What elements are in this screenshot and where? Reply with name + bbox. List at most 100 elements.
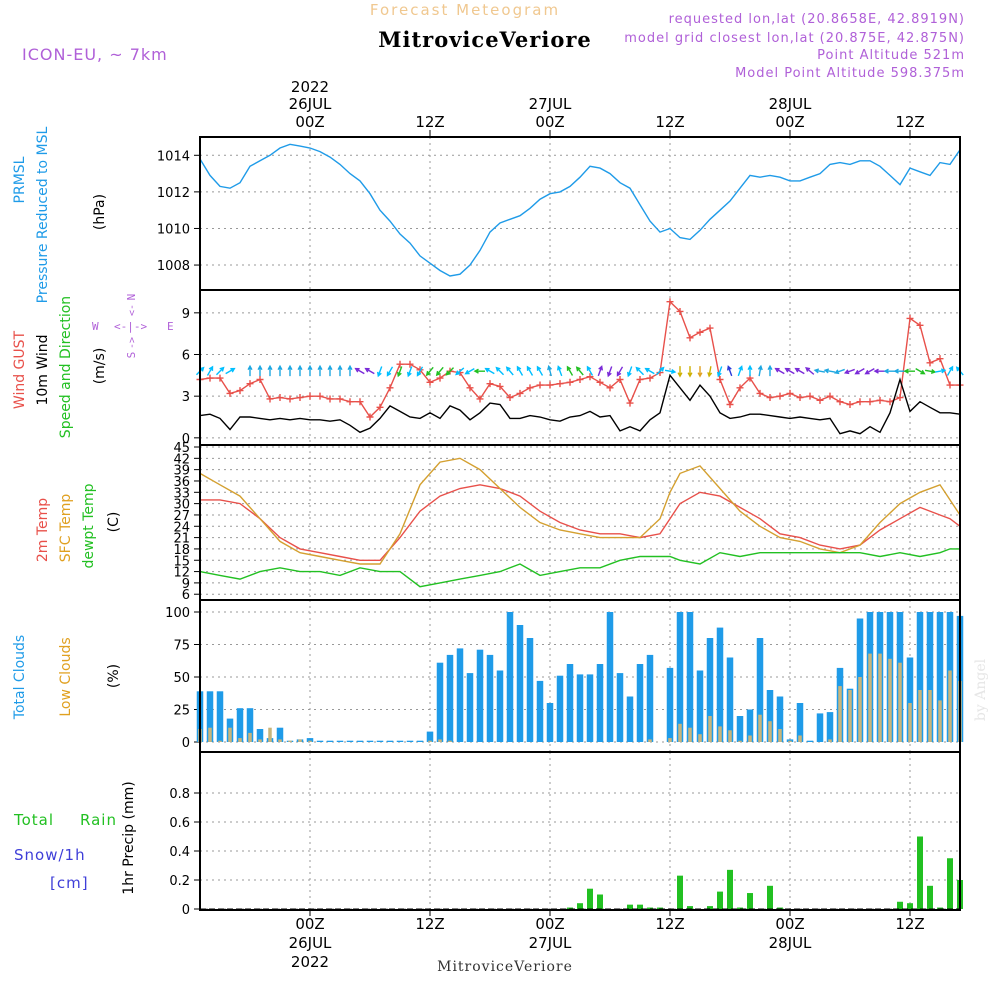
wind-arrow (287, 364, 293, 377)
wind-gust-marker (896, 394, 904, 402)
clouds-bar (738, 740, 742, 742)
wind-gust-marker (276, 394, 284, 402)
temperature-series-line (199, 548, 960, 588)
wind-labels: Wind GUST 10m Wind Speed and Direction (… (12, 294, 174, 439)
temperature-ytick-label: 6 (182, 588, 190, 603)
wind-gust-marker (326, 395, 334, 403)
wind-gust-marker (386, 384, 394, 392)
precip-bar (937, 907, 943, 909)
compass-north: N (125, 294, 138, 301)
temperature-series-line (199, 457, 961, 565)
clouds-bar (566, 664, 574, 742)
clouds-bar (936, 612, 944, 742)
clouds-bar (268, 727, 272, 742)
wind-arrow (354, 367, 365, 375)
wind-gust-marker (516, 389, 524, 397)
clouds-bar (246, 708, 254, 742)
wind-gust-marker (926, 359, 934, 367)
clouds-bar (366, 740, 374, 742)
clouds-bar (706, 638, 714, 742)
wind-10m-label: 10m Wind (35, 334, 51, 405)
clouds-bar (766, 690, 774, 742)
clouds-bar (276, 727, 284, 742)
wind-arrow (794, 367, 805, 375)
cloud-labels: Total Clouds Low Clouds (%) (12, 635, 122, 720)
wind-arrow (386, 366, 394, 377)
bottom-time-label: 00Z (295, 915, 324, 933)
precip-bar (647, 907, 653, 909)
wind-gust-marker (726, 401, 734, 408)
clouds-bar (258, 739, 262, 742)
wind-gust-marker (236, 387, 244, 395)
wind-gust-marker (476, 395, 484, 403)
precip-labels: Total Rain Snow/1h [cm] 1hr Precip (mm) (13, 781, 137, 894)
wind-arrow (247, 364, 253, 377)
clouds-bar (648, 739, 652, 742)
precip-bar (707, 906, 713, 909)
wind-arrow (406, 366, 413, 378)
wind-gust-marker (366, 413, 374, 421)
clouds-bar (428, 740, 432, 742)
clouds-bar (626, 696, 634, 742)
temperature-series-line (200, 484, 961, 561)
temperature-ytick-label: 45 (173, 441, 190, 456)
wind-gust-marker (226, 389, 234, 397)
wind-arrow (843, 368, 855, 375)
wind-arrow (327, 364, 333, 377)
wind-arrow (784, 367, 795, 375)
clouds-bar (248, 732, 252, 742)
wind-gust-marker (916, 321, 924, 329)
clouds-bar (306, 738, 314, 742)
bottom-time-label: 12Z (415, 915, 444, 933)
clouds-bar (506, 612, 514, 742)
wind-gust-marker (346, 398, 354, 406)
clouds-ytick-label: 75 (173, 639, 190, 654)
wind-arrow (626, 366, 633, 378)
wind-gust-marker (336, 395, 344, 403)
pressure-frame (199, 136, 961, 291)
temperature-ytick-label: 21 (173, 532, 190, 547)
clouds-bar (728, 730, 732, 742)
clouds-bar (308, 740, 312, 742)
temperature-frame (199, 444, 961, 601)
clouds-bar (426, 731, 434, 742)
bottom-date-label: 28JUL (769, 934, 812, 952)
wind-gust-marker (406, 360, 414, 368)
precip-ytick-label: 0 (182, 903, 190, 918)
wind-gust-marker (936, 355, 944, 363)
wind-arrow (655, 366, 665, 376)
clouds-bar (948, 670, 952, 742)
wind-unit: (m/s) (92, 348, 108, 385)
clouds-bar (436, 662, 444, 742)
pressure-ytick-label: 1014 (157, 149, 190, 164)
clouds-bar (678, 723, 682, 742)
wind-gust-marker (866, 398, 874, 406)
temp-unit: (C) (106, 512, 122, 533)
compass-south: S (125, 352, 138, 359)
clouds-bar (676, 612, 684, 742)
precip-bar (917, 836, 923, 909)
pressure-labels: PRMSL Pressure Reduced to MSL (hPa) (12, 126, 108, 303)
wind-gust-marker (786, 389, 794, 397)
wind-gust-marker (646, 374, 654, 382)
wind-arrow (873, 368, 885, 374)
clouds-bar (208, 727, 212, 742)
clouds-bar (256, 729, 264, 742)
wind-arrow (707, 366, 713, 378)
wind-arrow (455, 367, 465, 376)
precip-bar (747, 893, 753, 909)
wind-gust-marker (886, 398, 894, 406)
wind-arrow (774, 367, 785, 375)
clouds-bar (666, 667, 674, 742)
wind-gust-marker (816, 396, 824, 404)
temperature-ytick-label: 12 (173, 566, 190, 581)
clouds-bar (238, 738, 242, 742)
clouds-bar (716, 627, 724, 742)
temperature-ytick-label: 33 (173, 486, 190, 501)
wind-arrow (616, 366, 624, 377)
clouds-bar (206, 691, 214, 742)
precip-bar (657, 907, 663, 909)
wind-arrow (267, 364, 273, 377)
clouds-bar (908, 703, 912, 742)
bottom-date-label: 26JUL (289, 934, 332, 952)
